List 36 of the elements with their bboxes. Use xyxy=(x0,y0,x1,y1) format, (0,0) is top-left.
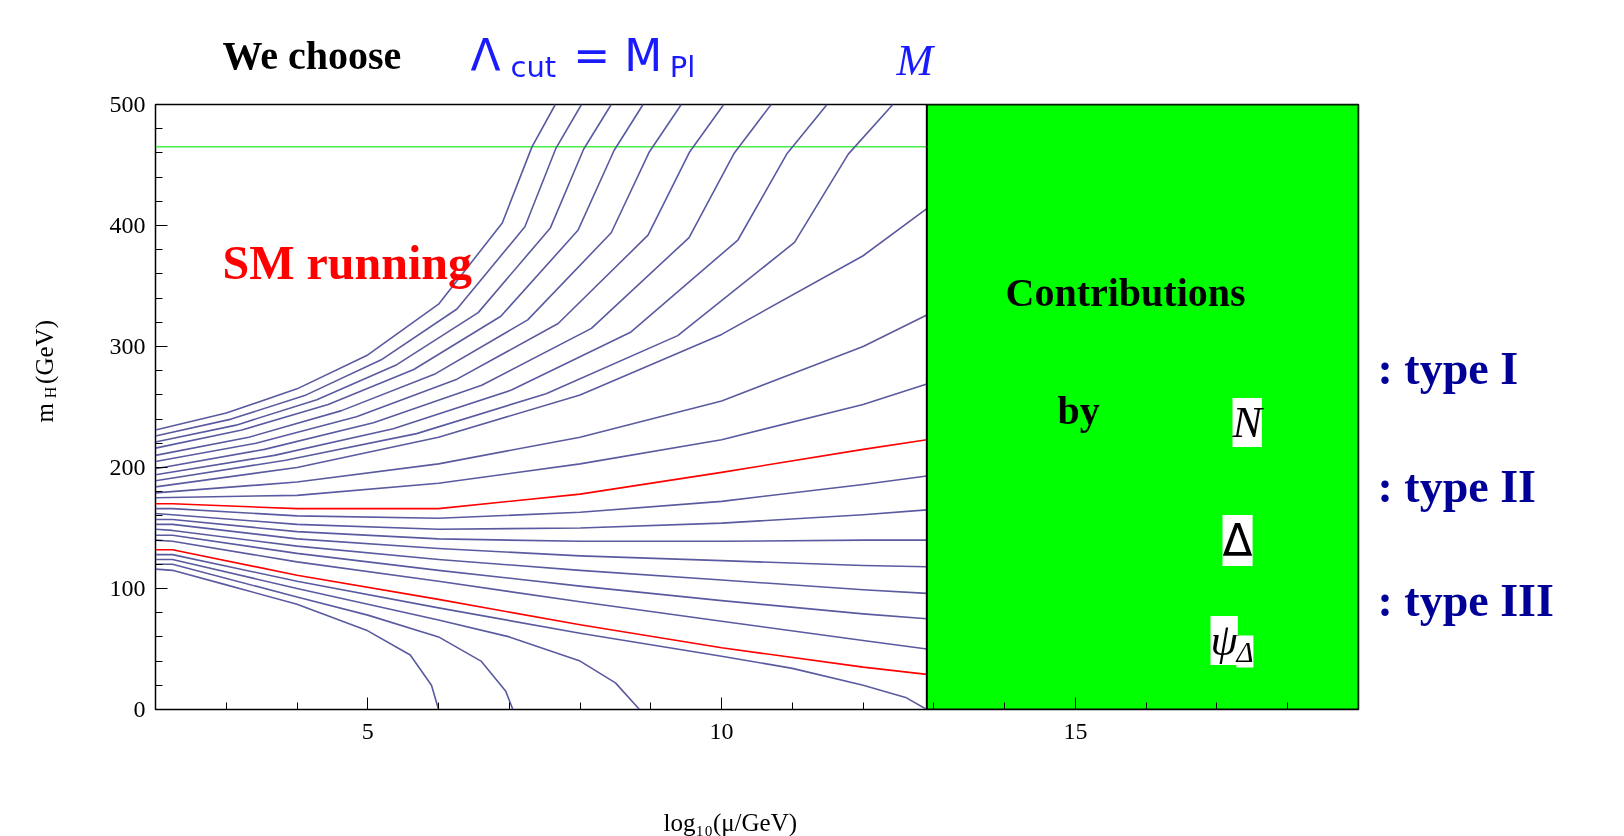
y-tick-label: 500 xyxy=(109,91,146,117)
line-series xyxy=(155,475,928,520)
x-tick-label: 15 xyxy=(1063,717,1088,744)
annotation: N xyxy=(1231,398,1265,447)
x-axis-title: log₁₀(μ/GeV) xyxy=(663,809,798,836)
line-series xyxy=(155,523,928,568)
line-series xyxy=(155,383,928,499)
y-tick-label: 400 xyxy=(109,212,146,238)
line-series xyxy=(155,438,928,510)
line-series xyxy=(155,548,928,676)
annotation: by xyxy=(1057,388,1100,433)
text: : type III xyxy=(1377,575,1554,626)
line-series xyxy=(155,528,928,595)
line-series xyxy=(155,568,440,710)
annotation: Contributions xyxy=(1005,270,1246,315)
line-series xyxy=(155,534,928,620)
y-tick-label: 300 xyxy=(109,333,146,359)
x-tick-label: 5 xyxy=(361,717,374,744)
line-series xyxy=(155,207,928,488)
text: : type I xyxy=(1377,343,1519,394)
text: : type II xyxy=(1377,461,1536,512)
line-series xyxy=(155,539,928,650)
annotation: Δ xyxy=(1222,515,1253,566)
x-tick-label: 10 xyxy=(709,717,734,744)
line-series xyxy=(155,518,928,543)
y-axis-title: mH(GeV) xyxy=(31,320,60,423)
line-series xyxy=(155,553,928,710)
line-series xyxy=(155,509,928,531)
y-tick-label: 200 xyxy=(109,454,146,480)
y-tick-label: 100 xyxy=(109,575,146,601)
chart-title: We choose xyxy=(222,33,402,78)
line-series xyxy=(155,314,928,494)
annotation: SM running xyxy=(222,236,472,289)
text: M xyxy=(895,36,936,85)
line-series xyxy=(155,558,641,710)
y-tick-label: 0 xyxy=(133,696,146,722)
